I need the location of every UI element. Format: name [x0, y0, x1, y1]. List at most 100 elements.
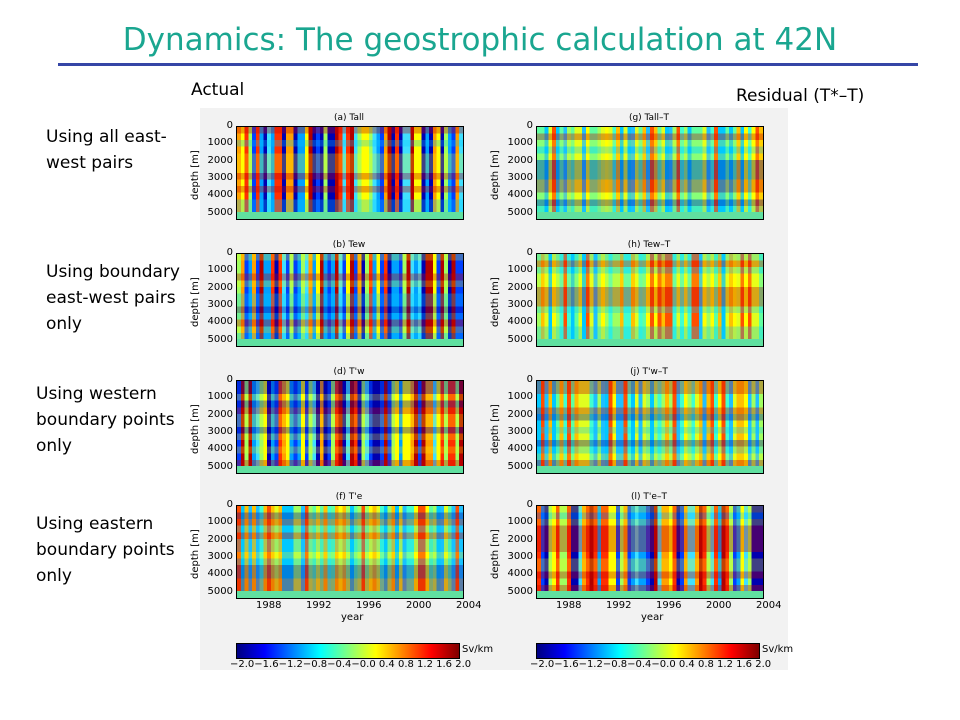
heatmap-actual-2	[236, 253, 464, 347]
y-axis-label: depth [m]	[190, 404, 201, 454]
y-tick-label: 0	[226, 120, 233, 131]
y-tick-label: 1000	[207, 137, 233, 149]
row-label-eastern: Using eastern boundary points only	[36, 514, 175, 586]
panel-title-residual-4: (l) T'e–T	[631, 492, 667, 502]
y-tick-label: 3000	[507, 172, 533, 184]
seafloor-band	[237, 211, 463, 219]
y-tick-label: 3000	[507, 551, 533, 563]
y-tick-label: 0	[226, 247, 233, 258]
y-axis-label: depth [m]	[190, 529, 201, 579]
y-tick-label: 2000	[207, 408, 233, 420]
heatmap-actual-4	[236, 505, 464, 599]
seafloor-band	[237, 338, 463, 346]
y-tick-label: 3000	[207, 299, 233, 311]
row-label-all-pairs: Using all east- west pairs	[46, 127, 167, 173]
colorbar-right	[536, 643, 760, 659]
y-tick-label: 0	[526, 247, 533, 258]
y-tick-label: 4000	[507, 316, 533, 328]
y-tick-label: 5000	[507, 585, 533, 597]
y-tick-label: 3000	[207, 426, 233, 438]
heatmap-residual-4	[536, 505, 764, 599]
heatmap-actual-3	[236, 380, 464, 474]
y-tick-label: 1000	[207, 264, 233, 276]
panel-title-actual-4: (f) T'e	[335, 492, 363, 502]
y-tick-label: 1000	[207, 516, 233, 528]
y-axis-label: depth [m]	[190, 150, 201, 200]
colorbar-right-unit: Sv/km	[762, 644, 794, 655]
x-tick-label: 1996	[356, 600, 382, 611]
y-tick-label: 4000	[507, 443, 533, 455]
seafloor-band	[237, 590, 463, 598]
seafloor-band	[537, 590, 763, 598]
y-tick-label: 4000	[207, 189, 233, 201]
seafloor-band	[537, 211, 763, 219]
colorbar-left-unit: Sv/km	[462, 644, 494, 655]
panel-title-residual-1: (g) Tall–T	[628, 113, 670, 123]
panel-title-actual-2: (b) Tew	[332, 240, 366, 250]
y-tick-label: 5000	[507, 206, 533, 218]
colorbar-left	[236, 643, 460, 659]
x-axis-label: year	[341, 612, 364, 623]
y-tick-label: 5000	[207, 333, 233, 345]
y-tick-label: 2000	[507, 281, 533, 293]
x-tick-label: 1988	[256, 600, 282, 611]
panel-title-actual-3: (d) T'w	[333, 367, 365, 377]
y-tick-label: 1000	[207, 391, 233, 403]
column-heading-residual: Residual (T*–T)	[736, 86, 865, 106]
y-tick-label: 4000	[507, 568, 533, 580]
y-tick-label: 5000	[207, 206, 233, 218]
y-tick-label: 3000	[507, 426, 533, 438]
y-axis-label: depth [m]	[490, 529, 501, 579]
x-tick-label: 2004	[756, 600, 782, 611]
y-tick-label: 1000	[507, 391, 533, 403]
y-tick-label: 3000	[207, 551, 233, 563]
heatmap-residual-3	[536, 380, 764, 474]
y-tick-label: 5000	[507, 460, 533, 472]
y-tick-label: 2000	[507, 408, 533, 420]
panel-title-residual-3: (j) T'w–T	[630, 367, 668, 377]
y-tick-label: 4000	[207, 568, 233, 580]
y-tick-label: 3000	[207, 172, 233, 184]
colorbar-right-ticks: −2.0−1.6−1.2−0.8−0.4−0.0 0.4 0.8 1.2 1.6…	[530, 659, 772, 670]
heatmap-residual-2	[536, 253, 764, 347]
y-tick-label: 3000	[507, 299, 533, 311]
seafloor-band	[537, 338, 763, 346]
y-tick-label: 2000	[207, 154, 233, 166]
heatmap-actual-1	[236, 126, 464, 220]
x-tick-label: 2000	[406, 600, 432, 611]
row-label-western: Using western boundary points only	[36, 384, 175, 456]
x-tick-label: 1992	[306, 600, 332, 611]
slide-title: Dynamics: The geostrophic calculation at…	[122, 22, 838, 58]
y-tick-label: 0	[226, 499, 233, 510]
seafloor-band	[237, 465, 463, 473]
x-tick-label: 1996	[656, 600, 682, 611]
y-tick-label: 0	[526, 499, 533, 510]
y-tick-label: 5000	[507, 333, 533, 345]
x-tick-label: 2000	[706, 600, 732, 611]
row-label-boundary-pairs: Using boundary east-west pairs only	[46, 262, 180, 334]
panel-title-residual-2: (h) Tew–T	[627, 240, 671, 250]
y-axis-label: depth [m]	[490, 150, 501, 200]
x-tick-label: 1992	[606, 600, 632, 611]
y-tick-label: 4000	[207, 316, 233, 328]
y-tick-label: 1000	[507, 264, 533, 276]
y-tick-label: 5000	[207, 460, 233, 472]
seafloor-band	[537, 465, 763, 473]
y-tick-label: 0	[226, 374, 233, 385]
column-heading-actual: Actual	[191, 80, 245, 100]
y-tick-label: 2000	[507, 154, 533, 166]
y-tick-label: 0	[526, 120, 533, 131]
x-axis-label: year	[641, 612, 664, 623]
y-tick-label: 2000	[507, 533, 533, 545]
colorbar-left-ticks: −2.0−1.6−1.2−0.8−0.4−0.0 0.4 0.8 1.2 1.6…	[230, 659, 472, 670]
panel-title-actual-1: (a) Tall	[334, 113, 364, 123]
heatmap-residual-1	[536, 126, 764, 220]
title-underline	[58, 63, 918, 66]
y-axis-label: depth [m]	[490, 277, 501, 327]
y-tick-label: 4000	[207, 443, 233, 455]
y-axis-label: depth [m]	[490, 404, 501, 454]
x-tick-label: 2004	[456, 600, 482, 611]
y-tick-label: 2000	[207, 533, 233, 545]
y-tick-label: 0	[526, 374, 533, 385]
y-axis-label: depth [m]	[190, 277, 201, 327]
